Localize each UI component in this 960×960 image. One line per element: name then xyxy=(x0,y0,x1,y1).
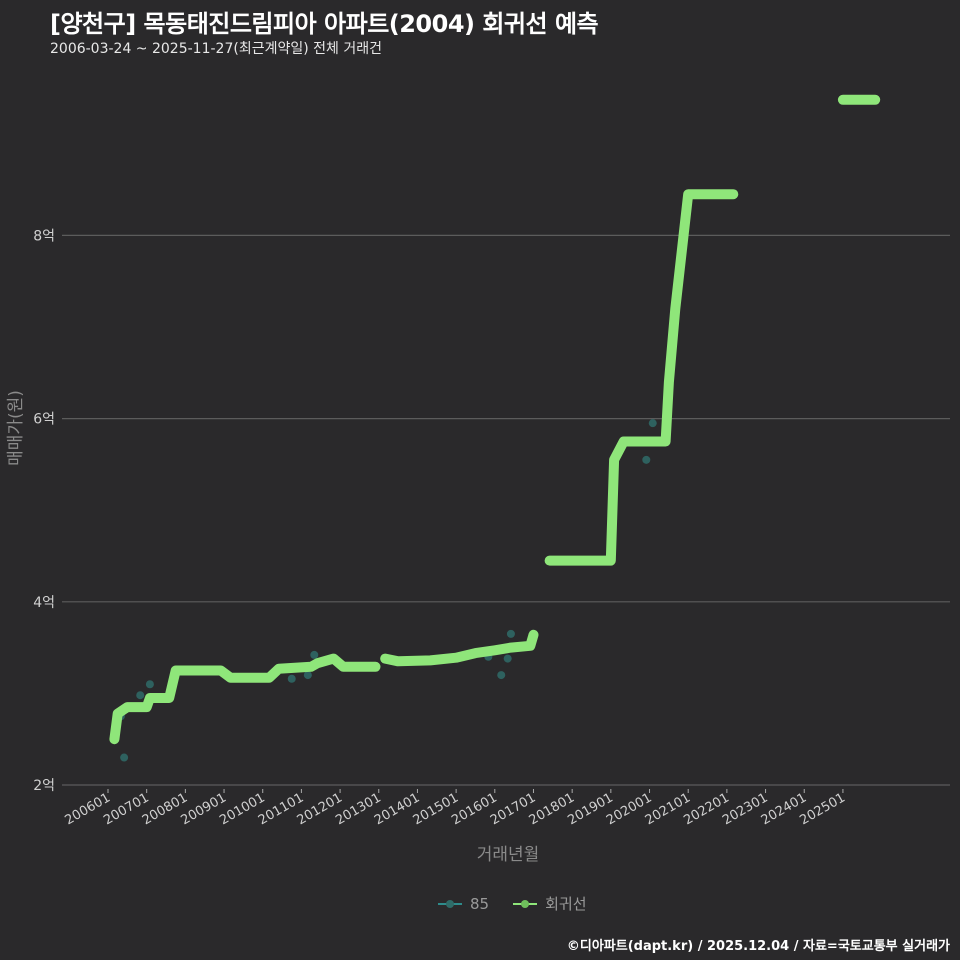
data-point xyxy=(120,753,129,762)
data-point xyxy=(503,654,512,663)
chart-title: [양천구] 목동태진드림피아 아파트(2004) 회귀선 예측 xyxy=(50,10,599,38)
legend-key-regression-icon xyxy=(513,899,538,908)
legend-label-85: 85 xyxy=(470,894,490,913)
legend: 85 회귀선 xyxy=(438,893,587,914)
y-tick-label: 6억 xyxy=(33,412,55,428)
regression-line xyxy=(109,94,881,745)
data-point xyxy=(497,671,506,680)
x-axis: 2006012007012008012009012010012011012012… xyxy=(63,789,848,828)
data-point xyxy=(648,419,657,428)
data-point xyxy=(287,674,296,683)
gridlines xyxy=(62,234,950,786)
y-axis: 2억 4억 6억 8억 xyxy=(33,228,55,794)
data-point xyxy=(136,691,145,700)
data-point xyxy=(642,455,651,464)
legend-key-85-icon xyxy=(438,899,462,908)
regression-segment xyxy=(109,653,381,745)
legend-label-regression: 회귀선 xyxy=(545,895,587,913)
data-point xyxy=(145,680,154,689)
legend-item-regression[interactable]: 회귀선 xyxy=(513,893,587,914)
regression-segment xyxy=(380,629,539,667)
legend-item-85[interactable]: 85 xyxy=(438,895,489,913)
chart-subtitle: 2006-03-24 ~ 2025-11-27(최근계약일) 전체 거래건 xyxy=(50,41,382,57)
y-tick-label: 2억 xyxy=(33,778,55,794)
scatter-points-85 xyxy=(116,419,657,762)
data-point xyxy=(310,650,319,659)
source-credit: ©디아파트(dapt.kr) / 2025.12.04 / 자료=국토교통부 실… xyxy=(566,939,950,954)
y-axis-title: 매매가(원) xyxy=(6,390,26,466)
y-tick-label: 8억 xyxy=(33,228,55,244)
y-tick-label: 4억 xyxy=(33,595,55,611)
regression-segment xyxy=(544,189,739,566)
data-point xyxy=(303,671,312,680)
x-axis-title: 거래년월 xyxy=(477,845,540,865)
data-point xyxy=(506,629,515,638)
